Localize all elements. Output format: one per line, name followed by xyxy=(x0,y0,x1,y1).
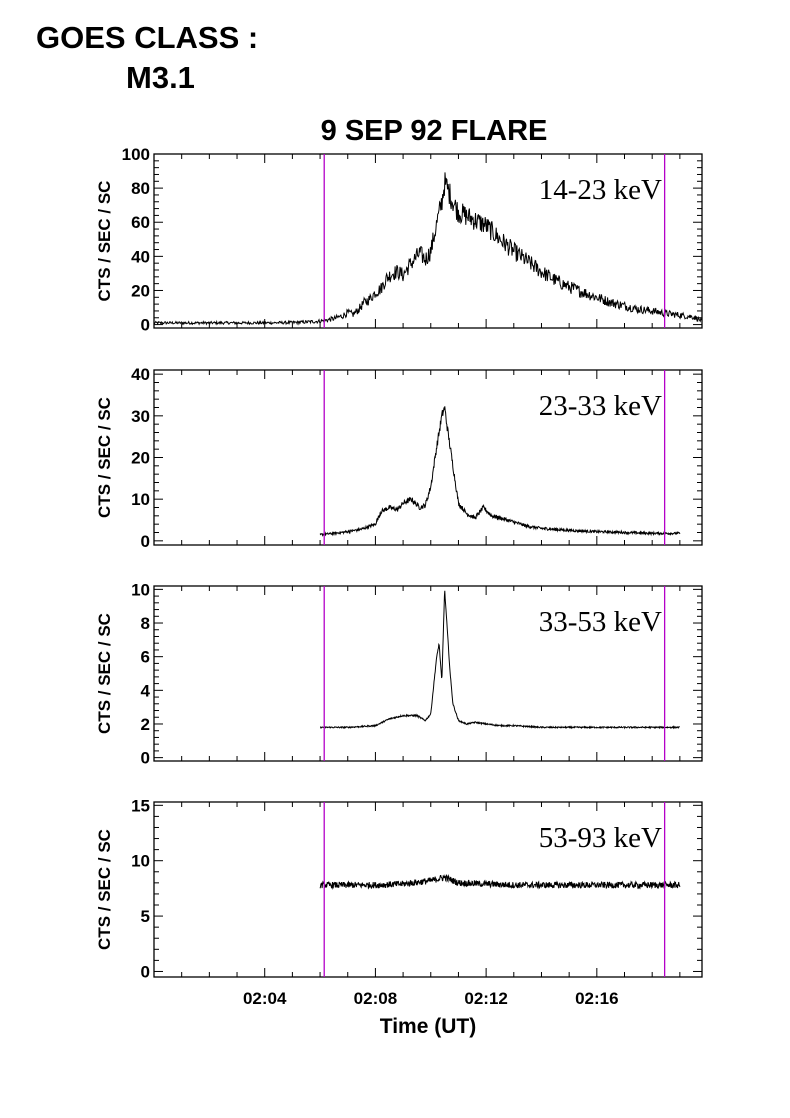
y-axis-label: CTS / SEC / SC xyxy=(95,397,114,518)
energy-band-label: 23-33 keV xyxy=(539,390,662,422)
y-tick-label: 0 xyxy=(141,962,150,981)
count-rate-line xyxy=(319,873,681,890)
y-tick-label: 10 xyxy=(131,852,150,871)
y-tick-label: 2 xyxy=(141,715,150,734)
y-tick-label: 4 xyxy=(141,681,151,700)
y-tick-label: 0 xyxy=(141,749,150,768)
y-tick-label: 6 xyxy=(141,648,150,667)
count-rate-line xyxy=(319,590,681,730)
y-tick-label: 40 xyxy=(131,247,150,266)
y-tick-label: 80 xyxy=(131,179,150,198)
y-tick-label: 100 xyxy=(122,145,150,164)
y-tick-label: 0 xyxy=(141,316,150,335)
energy-band-label: 33-53 keV xyxy=(539,606,662,638)
y-axis-label: CTS / SEC / SC xyxy=(95,829,114,950)
x-axis-label: Time (UT) xyxy=(380,1015,476,1038)
y-axis-label: CTS / SEC / SC xyxy=(95,613,114,734)
goes-class-value: M3.1 xyxy=(126,60,195,95)
x-tick-label: 02:12 xyxy=(464,989,507,1008)
panel-1: 0 20 40 60 80 100 CTS / SEC / SC 14-23 keV xyxy=(95,145,703,335)
goes-class-label: GOES CLASS : M3.1 xyxy=(36,18,258,98)
energy-band-label: 14-23 keV xyxy=(539,174,662,206)
panel-2: 0 10 20 30 40 CTS / SEC / SC 23-33 keV xyxy=(95,365,703,551)
y-tick-label: 15 xyxy=(131,796,150,815)
y-tick-label: 5 xyxy=(141,907,150,926)
chart-title: 9 SEP 92 FLARE xyxy=(321,115,548,147)
x-tick-label: 02:08 xyxy=(354,989,397,1008)
y-tick-label: 40 xyxy=(131,365,150,384)
count-rate-line xyxy=(319,406,681,537)
y-tick-label: 10 xyxy=(131,580,150,599)
y-axis-label: CTS / SEC / SC xyxy=(95,181,114,302)
x-tick-label: 02:04 xyxy=(243,989,287,1008)
panel-frame xyxy=(153,585,703,762)
y-tick-label: 60 xyxy=(131,213,150,232)
panel-3: 0 2 4 6 8 10 CTS / SEC / SC 33-53 keV xyxy=(95,580,703,768)
y-tick-label: 10 xyxy=(131,490,150,509)
panel-frame xyxy=(153,153,703,329)
y-tick-label: 30 xyxy=(131,407,150,426)
y-tick-label: 20 xyxy=(131,449,150,468)
goes-class-heading: GOES CLASS : xyxy=(36,20,259,55)
y-tick-label: 0 xyxy=(141,532,150,551)
count-rate-line xyxy=(153,172,703,326)
x-tick-label: 02:16 xyxy=(575,989,618,1008)
panel-4: 0 5 10 15 CTS / SEC / SC 53-93 keV xyxy=(95,796,703,981)
panel-frame xyxy=(153,801,703,978)
y-tick-label: 8 xyxy=(141,614,150,633)
y-tick-label: 20 xyxy=(131,281,150,300)
energy-band-label: 53-93 keV xyxy=(539,822,662,854)
